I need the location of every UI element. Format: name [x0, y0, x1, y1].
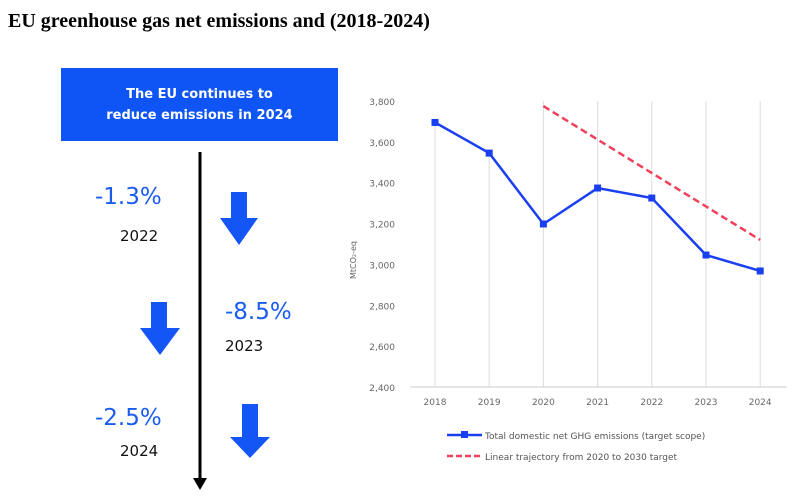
year-2022: 2022	[120, 227, 159, 245]
y-tick-label: 2,800	[369, 302, 395, 312]
timeline-arrowhead-icon	[193, 478, 207, 490]
emissions-point	[539, 220, 547, 228]
x-tick-label: 2024	[749, 398, 772, 408]
x-tick-label: 2020	[532, 398, 555, 408]
trajectory-line	[542, 105, 761, 241]
page-title: EU greenhouse gas net emissions and (201…	[8, 10, 430, 32]
year-2023: 2023	[225, 337, 264, 355]
y-tick-label: 3,600	[369, 139, 395, 149]
y-tick-label: 2,600	[369, 343, 395, 353]
down-arrow-icon	[220, 192, 258, 245]
headline-text: The EU continues to reduce emissions in …	[106, 86, 293, 123]
y-axis-label: MtCO₂-eq	[349, 241, 358, 279]
x-tick-label: 2019	[478, 398, 501, 408]
x-tick-label: 2023	[695, 398, 718, 408]
legend-emissions-label: Total domestic net GHG emissions (target…	[484, 432, 705, 442]
change-2024: -2.5%	[95, 405, 162, 431]
y-tick-label: 3,000	[369, 261, 395, 271]
y-tick-label: 3,200	[369, 221, 395, 231]
y-tick-label: 3,400	[369, 180, 395, 190]
headline-box: The EU continues to reduce emissions in …	[61, 68, 338, 141]
change-2022: -1.3%	[95, 184, 162, 210]
emissions-point	[756, 267, 764, 275]
emissions-point	[594, 184, 602, 192]
x-tick-label: 2018	[424, 398, 447, 408]
x-tick-label: 2021	[586, 398, 609, 408]
emissions-point	[431, 118, 439, 126]
change-2023: -8.5%	[225, 299, 292, 325]
legend-emissions-marker	[461, 431, 468, 438]
legend-trajectory-label: Linear trajectory from 2020 to 2030 targ…	[485, 453, 678, 463]
y-tick-label: 3,800	[369, 98, 395, 108]
y-tick-label: 2,400	[369, 384, 395, 394]
down-arrow-icon	[140, 302, 180, 355]
x-tick-label: 2022	[640, 398, 663, 408]
emissions-point	[648, 194, 656, 202]
emissions-point	[702, 251, 710, 259]
down-arrow-icon	[230, 404, 270, 458]
year-2024: 2024	[120, 442, 159, 460]
emissions-point	[485, 149, 493, 157]
